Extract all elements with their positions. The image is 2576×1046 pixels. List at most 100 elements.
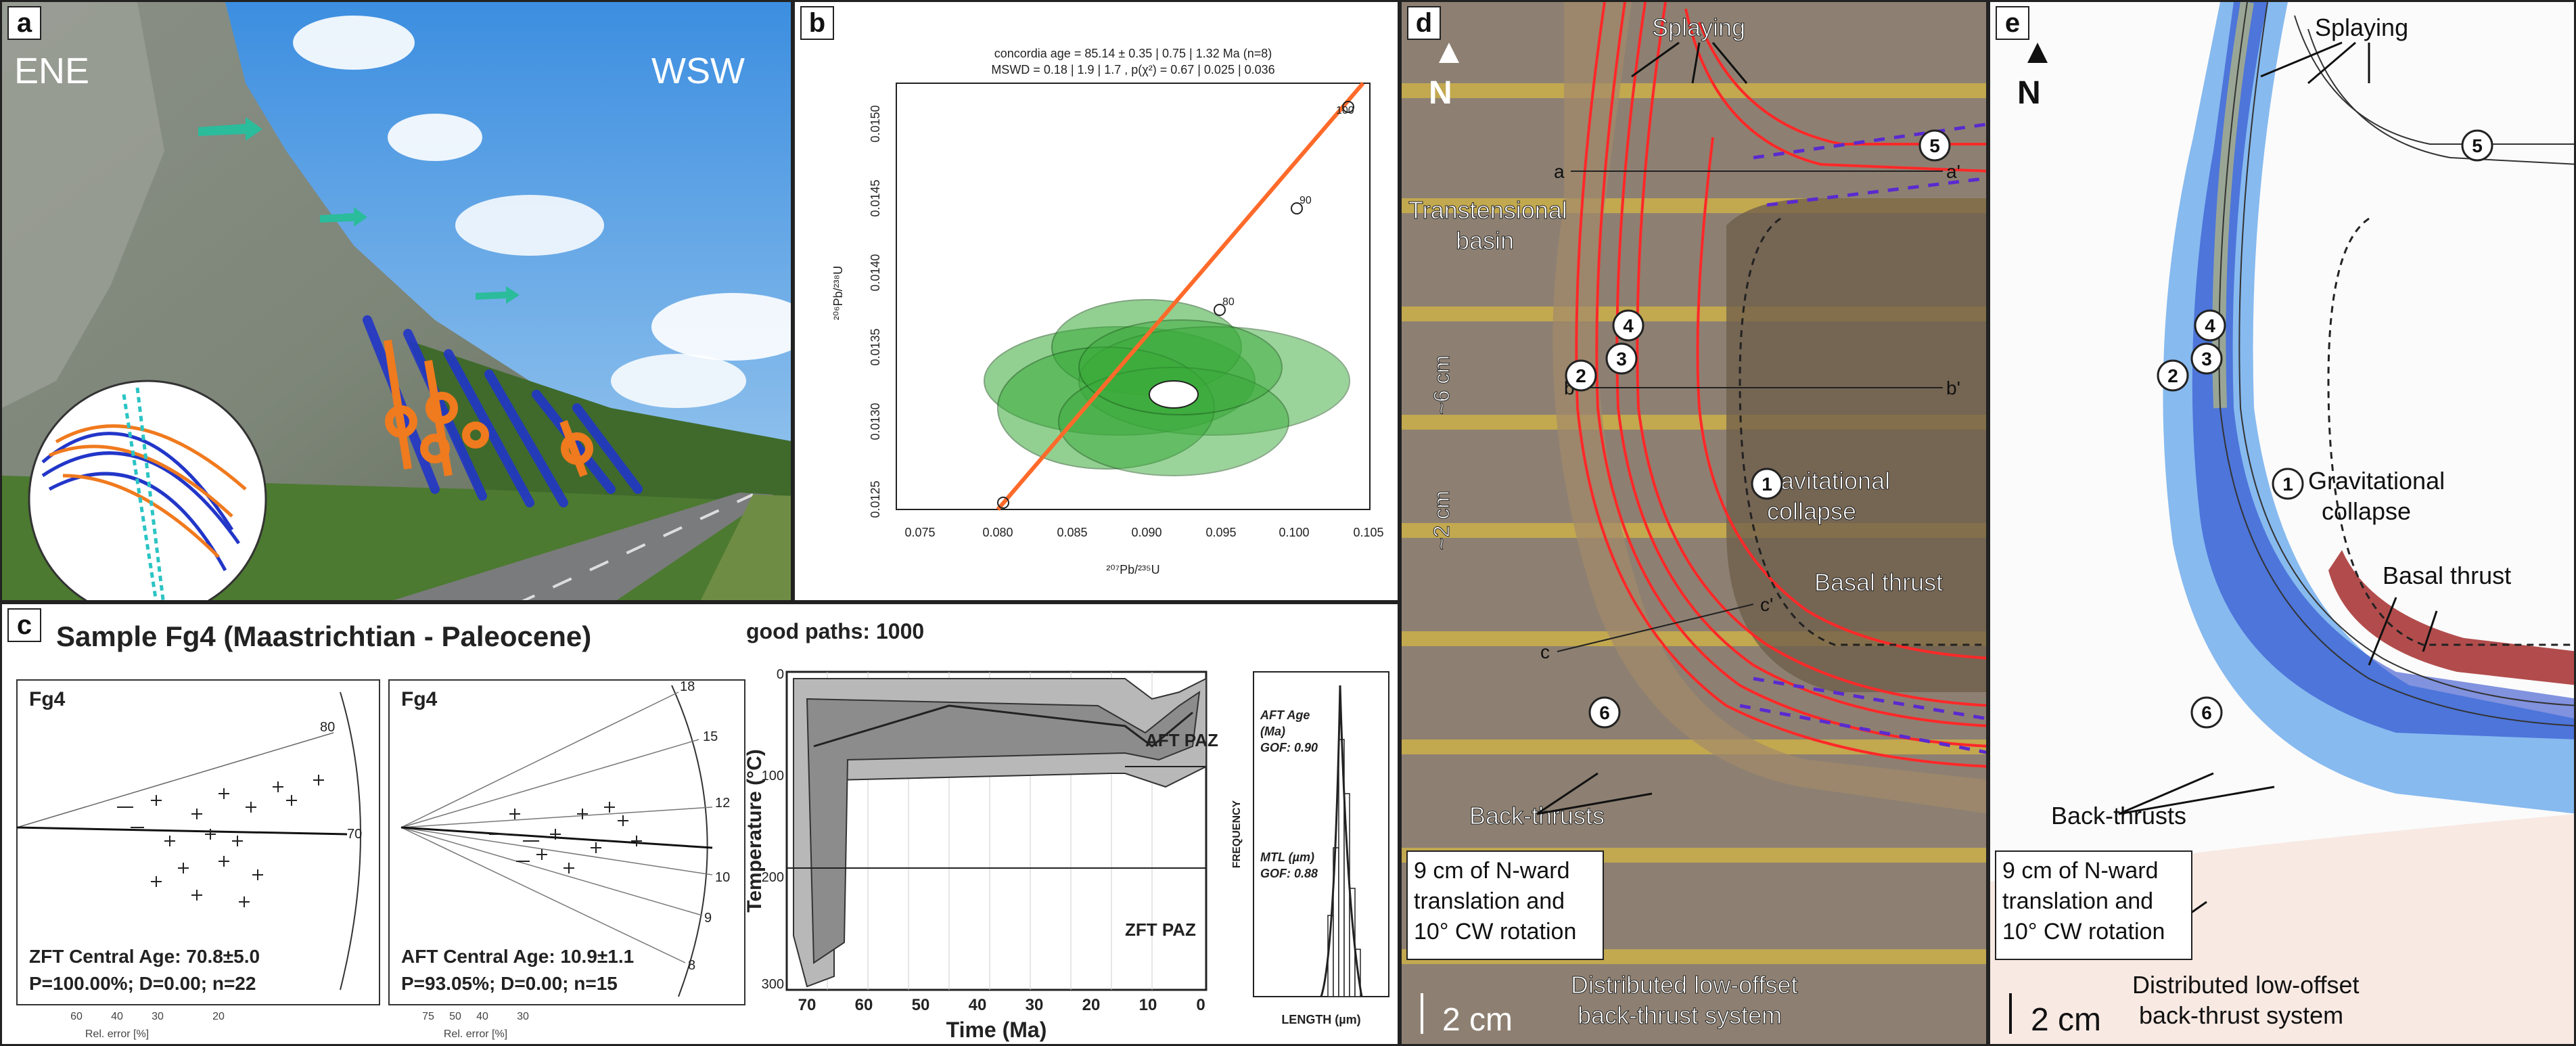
svg-text:0.105: 0.105 xyxy=(1353,526,1383,539)
panel-c-thermochronology: c Sample Fg4 (Maastrichtian - Paleocene)… xyxy=(0,602,1400,1046)
aft-age-gof: GOF: 0.90 xyxy=(1260,741,1318,754)
concordia-curve xyxy=(996,82,1365,511)
marker-4-d: 4 xyxy=(1623,315,1634,336)
tt-ytick-300: 300 xyxy=(762,977,784,992)
tt-xtick-60: 60 xyxy=(855,996,873,1014)
radial2-xaxis-label: Rel. error [%] xyxy=(444,1028,507,1040)
zft-central-age: ZFT Central Age: 70.8±5.0 xyxy=(29,946,260,967)
zft-stats: P=100.00%; D=0.00; n=22 xyxy=(29,973,256,994)
x-tick-labels: 0.075 0.080 0.085 0.090 0.095 0.100 0.105 xyxy=(904,526,1383,539)
tt-ytick-0: 0 xyxy=(777,667,784,682)
marker-5-d: 5 xyxy=(1929,135,1940,156)
time-temperature-plot: AFT PAZ ZFT PAZ 70 60 50 40 30 20 10 0 0… xyxy=(746,667,1218,1042)
model-photo: N Splaying Transtensional basin Gravitat… xyxy=(1402,2,1986,1044)
zft-paz-label: ZFT PAZ xyxy=(1125,919,1196,940)
y-axis-label: ²⁰⁶Pb/²³⁸U xyxy=(831,266,845,320)
radial-plot-zft: Fg4 80 70 ZFT Central Age: 70.8±5.0 P=10… xyxy=(16,679,380,1040)
tt-xtick-0: 0 xyxy=(1196,996,1205,1014)
panel-b-concordia: b concordia age = 85.14 ± 0.35 | 0.75 | … xyxy=(793,0,1400,602)
radial1-xtick-20: 20 xyxy=(212,1011,225,1022)
panel-d-label: d xyxy=(1407,6,1441,40)
radial2-arc-8: 8 xyxy=(688,958,695,973)
direction-wsw: WSW xyxy=(651,51,745,91)
radial2-arc-12: 12 xyxy=(715,796,730,811)
section-a-prime: a' xyxy=(1946,161,1960,182)
radial2-arc-15: 15 xyxy=(703,729,718,744)
distributed-label-d: Distributed low-offset xyxy=(1571,971,1797,999)
marker-6-d: 6 xyxy=(1599,702,1610,723)
model-fault-traces xyxy=(1575,2,1986,768)
radial2-points xyxy=(489,802,642,873)
section-c: c xyxy=(1540,641,1550,662)
tt-ytick-100: 100 xyxy=(762,769,784,783)
back-thrust-system-label-e: back-thrust system xyxy=(2139,1001,2343,1029)
scale-bar-d: 2 cm xyxy=(1442,1002,1513,1038)
mtl-title: MTL (µm) xyxy=(1260,850,1314,864)
marker-1-d: 1 xyxy=(1762,474,1772,495)
concordia-age-90: 90 xyxy=(1300,195,1312,206)
section-a: a xyxy=(1554,161,1565,182)
marker-4-e: 4 xyxy=(2205,315,2215,336)
svg-text:0.100: 0.100 xyxy=(1279,526,1309,539)
transtensional-label: Transtensional xyxy=(1408,196,1567,224)
svg-text:0.0125: 0.0125 xyxy=(869,480,882,518)
marker-3-d: 3 xyxy=(1616,348,1627,369)
x-axis-label: ²⁰⁷Pb/²³⁵U xyxy=(1106,563,1159,576)
histogram-x-label: LENGTH (µm) xyxy=(1281,1013,1360,1026)
svg-text:0.080: 0.080 xyxy=(982,526,1013,539)
radial2-xtick-50: 50 xyxy=(449,1011,461,1022)
good-paths-heading: good paths: 1000 xyxy=(746,619,925,643)
north-arrow-d: N xyxy=(1429,75,1452,111)
basal-thrust-label-e: Basal thrust xyxy=(2383,562,2511,589)
radial1-points xyxy=(117,775,324,907)
radial2-arc-9: 9 xyxy=(704,911,712,926)
svg-text:0.0150: 0.0150 xyxy=(869,105,882,142)
svg-text:0.075: 0.075 xyxy=(904,526,935,539)
svg-text:0.0130: 0.0130 xyxy=(869,403,882,440)
direction-ene: ENE xyxy=(14,51,89,91)
back-thrust-system-label-d: back-thrust system xyxy=(1578,1001,1782,1029)
marker-2-e: 2 xyxy=(2167,365,2178,386)
radial1-arc-80: 80 xyxy=(320,720,335,735)
radial1-xtick-40: 40 xyxy=(111,1011,123,1022)
mswd-text: MSWD = 0.18 | 1.9 | 1.7 , p(χ²) = 0.67 |… xyxy=(991,63,1274,76)
marker-1-e: 1 xyxy=(2282,474,2293,495)
stereonet-inset xyxy=(28,380,267,600)
tt-x-axis-label: Time (Ma) xyxy=(946,1018,1047,1042)
histogram-y-label: FREQUENCY xyxy=(1231,800,1243,868)
basin-label: basin xyxy=(1456,227,1514,254)
two-cm-label: ~2 cm xyxy=(1429,491,1454,550)
tt-xtick-40: 40 xyxy=(969,996,987,1014)
tt-xtick-10: 10 xyxy=(1139,996,1157,1014)
tt-y-axis-label: Temperature (°C) xyxy=(746,749,766,912)
translation-line1-d: 9 cm of N-ward xyxy=(1414,858,1570,884)
panel-b-label: b xyxy=(800,6,834,40)
track-length-histogram: AFT Age (Ma) GOF: 0.90 MTL (µm) GOF: 0.8… xyxy=(1231,671,1389,1026)
aft-stats: P=93.05%; D=0.00; n=15 xyxy=(401,973,618,994)
translation-line2-e: translation and xyxy=(2002,888,2153,914)
marker-6-e: 6 xyxy=(2201,702,2212,723)
tt-xtick-30: 30 xyxy=(1026,996,1044,1014)
tt-ytick-200: 200 xyxy=(762,870,784,885)
tt-xtick-70: 70 xyxy=(798,996,816,1014)
marker-5-e: 5 xyxy=(2472,135,2483,156)
splaying-label-d: Splaying xyxy=(1652,14,1745,41)
svg-text:0.0140: 0.0140 xyxy=(869,254,882,291)
marker-3-e: 3 xyxy=(2201,348,2212,369)
panel-a-outcrop-photo: a xyxy=(0,0,793,602)
svg-text:0.085: 0.085 xyxy=(1057,526,1087,539)
section-c-prime: c' xyxy=(1760,594,1773,615)
y-tick-labels: 0.0125 0.0130 0.0135 0.0140 0.0145 0.015… xyxy=(869,105,882,518)
concordia-age-100: 100 xyxy=(1336,105,1354,116)
radial2-xtick-75: 75 xyxy=(422,1011,434,1022)
collapse-label-e: collapse xyxy=(2322,497,2411,525)
outcrop-photo: ENE WSW xyxy=(2,2,791,600)
aft-age-title: AFT Age xyxy=(1260,708,1310,722)
strain-map: N Splaying Gravitational collapse Basal … xyxy=(1990,2,2574,1044)
aft-age-unit: (Ma) xyxy=(1260,725,1285,738)
radial2-xtick-40: 40 xyxy=(476,1011,488,1022)
concordia-ellipses xyxy=(984,299,1350,476)
radial2-arc-10: 10 xyxy=(715,870,730,885)
section-b-prime: b' xyxy=(1946,378,1960,399)
translation-line3-e: 10° CW rotation xyxy=(2002,919,2165,945)
